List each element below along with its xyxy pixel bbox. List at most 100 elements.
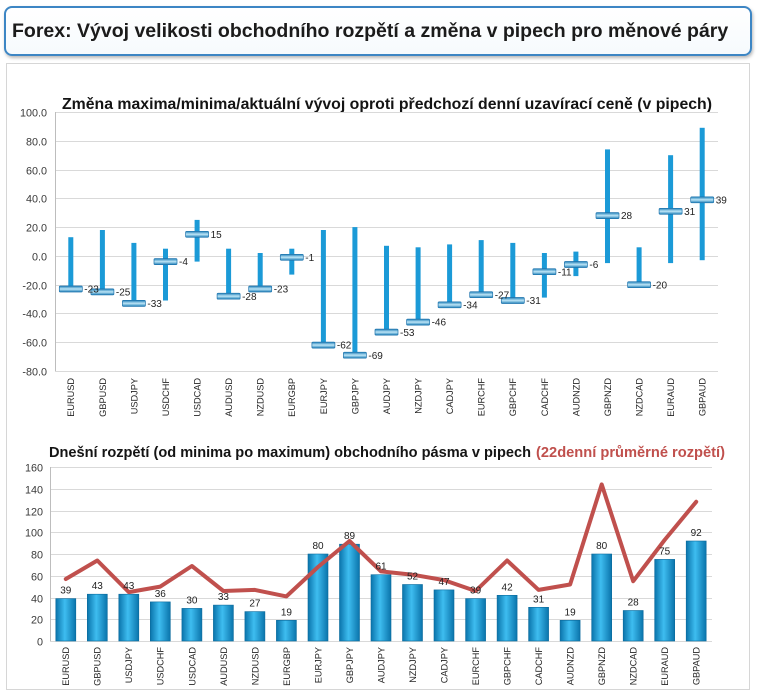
daily-range-bar-gbpnzd (591, 553, 613, 642)
daily-range-value-label-usdjpy: 43 (123, 581, 135, 592)
page-header: Forex: Vývoj velikosti obchodního rozpět… (4, 6, 752, 56)
current-marker-gbpusd (90, 288, 115, 296)
daily-range-bar-eurgbp (276, 619, 297, 642)
range-chart-x-label-eurusd: EURUSD (66, 378, 76, 417)
daily-range-chart-x-label-gbpusd: GBPUSD (93, 647, 103, 686)
range-chart-x-label-gbpusd: GBPUSD (98, 378, 108, 417)
range-bar-cadchf (541, 253, 547, 298)
daily-range-chart-x-label-audjpy: AUDJPY (376, 647, 386, 683)
daily-range-value-label-eurusd: 39 (60, 586, 72, 597)
current-value-label-usdjpy: -33 (147, 299, 162, 310)
current-marker-audusd (216, 292, 241, 300)
daily-range-chart-x-label-gbpnzd: GBPNZD (597, 647, 607, 686)
daily-range-value-label-gbpusd: 43 (92, 581, 104, 592)
current-marker-usdcad (185, 230, 209, 238)
current-value-label-audusd: -28 (242, 292, 257, 303)
range-chart-x-label-eurchf: EURCHF (477, 378, 487, 417)
current-marker-eurgbp (279, 253, 304, 261)
current-marker-gbpjpy (343, 351, 367, 359)
daily-range-chart-x-label-audnzd: AUDNZD (566, 647, 576, 686)
daily-range-chart-x-label-eurgbp: EURGBP (282, 647, 292, 686)
daily-range-chart-x-label-nzdcad: NZDCAD (629, 647, 639, 686)
range-chart: Změna maxima/minima/aktuální vývoj oprot… (20, 96, 727, 417)
current-value-label-usdchf: -4 (179, 257, 188, 268)
daily-range-chart-y-tick-label: 80 (31, 549, 43, 561)
range-chart-current-markers (58, 196, 715, 359)
daily-range-bar-audnzd (559, 619, 581, 642)
range-bar-nzdjpy (415, 247, 421, 323)
daily-range-chart-x-label-usdcad: USDCAD (187, 647, 197, 686)
daily-range-chart-x-label-cadjpy: CADJPY (439, 647, 449, 683)
daily-range-chart-y-tick-label: 120 (25, 506, 43, 518)
daily-range-chart: Dnešní rozpětí (od minima po maximum) ob… (25, 445, 725, 686)
current-value-label-gbpchf: -31 (526, 296, 541, 307)
daily-range-bar-eurusd (55, 598, 77, 642)
daily-range-value-label-usdchf: 36 (155, 589, 167, 600)
daily-range-chart-x-label-gbpchf: GBPCHF (503, 647, 513, 686)
range-bar-nzdcad (636, 247, 642, 285)
current-value-label-eurgbp: -1 (305, 253, 314, 264)
range-chart-x-label-usdcad: USDCAD (193, 378, 203, 417)
daily-range-chart-average-line (63, 482, 699, 599)
range-chart-y-tick-label: 80.0 (26, 136, 47, 148)
range-bar-eurusd (68, 237, 74, 291)
current-marker-eurusd (58, 285, 83, 293)
daily-range-chart-x-label-eurusd: EURUSD (61, 647, 71, 686)
daily-range-chart-x-label-gbpjpy: GBPJPY (345, 647, 355, 683)
daily-range-value-label-eurchf: 39 (470, 586, 482, 597)
daily-range-chart-y-axis: 160 140 120 100 80 60 40 20 0 (25, 462, 43, 648)
daily-range-bar-audjpy (370, 574, 392, 642)
current-value-label-nzdcad: -20 (653, 280, 668, 291)
current-marker-eurchf (469, 291, 494, 299)
daily-range-bar-audusd (213, 604, 234, 642)
daily-range-value-label-eurjpy: 80 (312, 541, 324, 552)
range-bar-usdcad (194, 219, 200, 262)
daily-range-chart-x-label-nzdjpy: NZDJPY (408, 647, 418, 683)
current-value-label-cadjpy: -34 (463, 300, 478, 311)
current-value-label-audnzd: -6 (589, 260, 598, 271)
current-marker-gbpnzd (595, 212, 620, 219)
current-value-label-audjpy: -53 (400, 328, 415, 339)
daily-range-bar-nzdjpy (402, 584, 423, 642)
range-bar-usdjpy (131, 242, 137, 304)
range-bar-nzdusd (257, 253, 263, 289)
daily-range-chart-value-labels: 39 43 43 36 30 33 27 19 80 89 61 52 47 39 42 31 19 80 28 75… (60, 528, 702, 618)
current-value-label-eurjpy: -62 (337, 341, 352, 352)
range-chart-y-tick-label: 0.0 (32, 251, 47, 263)
page-title: Forex: Vývoj velikosti obchodního rozpět… (12, 20, 729, 42)
daily-range-chart-bars (55, 540, 707, 642)
daily-range-value-label-gbpjpy: 89 (344, 531, 356, 542)
daily-range-bar-eurjpy (307, 553, 329, 642)
current-value-label-euraud: 31 (684, 207, 696, 218)
range-chart-x-label-gbpjpy: GBPJPY (350, 378, 360, 414)
current-marker-gbpaud (690, 196, 715, 204)
range-chart-y-tick-label: 40.0 (26, 193, 47, 205)
current-value-label-gbpnzd: 28 (621, 211, 633, 222)
range-chart-y-tick-label: -20.0 (22, 280, 47, 292)
range-bar-gbpnzd (605, 149, 610, 264)
range-chart-x-label-audnzd: AUDNZD (571, 378, 581, 417)
daily-range-chart-title-note: (22denní průměrné rozpětí) (536, 445, 725, 461)
daily-range-value-label-gbpaud: 92 (691, 528, 703, 539)
range-chart-x-label-gbpaud: GBPAUD (698, 378, 708, 416)
daily-range-chart-y-tick-label: 0 (37, 636, 43, 648)
daily-range-bar-usdcad (181, 608, 203, 642)
daily-range-chart-x-label-cadchf: CADCHF (534, 647, 544, 686)
current-marker-euraud (658, 207, 683, 215)
daily-range-bar-cadchf (528, 606, 549, 642)
daily-range-value-label-gbpchf: 42 (502, 582, 514, 593)
daily-range-chart-y-tick-label: 60 (31, 571, 43, 583)
current-marker-cadchf (532, 268, 557, 276)
daily-range-bar-usdjpy (118, 593, 140, 642)
daily-range-value-label-euraud: 75 (659, 546, 671, 557)
range-chart-x-label-nzdjpy: NZDJPY (414, 378, 424, 414)
daily-range-bar-nzdusd (244, 611, 266, 642)
range-chart-y-tick-label: -40.0 (22, 308, 47, 320)
range-bar-gbpjpy (352, 227, 358, 356)
daily-range-value-label-usdcad: 30 (186, 595, 198, 606)
range-chart-y-tick-label: -60.0 (22, 337, 47, 349)
range-bar-audjpy (384, 245, 389, 333)
current-value-label-eurusd: -23 (84, 285, 99, 296)
range-chart-y-tick-label: 20.0 (26, 222, 47, 234)
daily-range-bar-gbpusd (87, 593, 108, 642)
